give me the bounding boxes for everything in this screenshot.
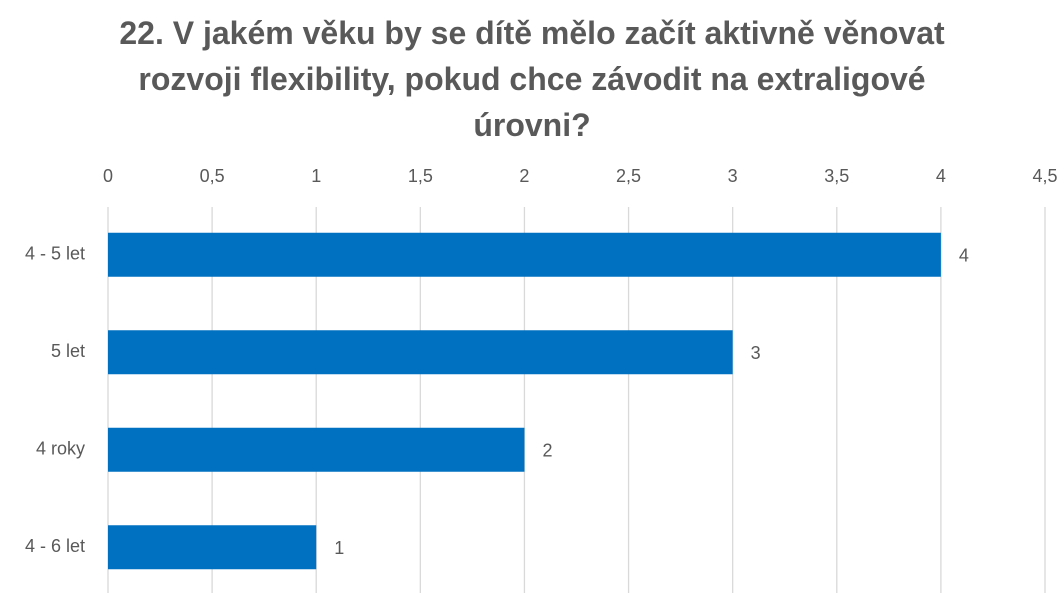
chart-title: 22. V jakém věku by se dítě mělo začít a… <box>119 15 945 143</box>
x-tick-label: 0,5 <box>200 166 225 186</box>
data-label: 1 <box>334 538 344 558</box>
x-tick-label: 3,5 <box>824 166 849 186</box>
x-tick-label: 2,5 <box>616 166 641 186</box>
data-label: 3 <box>751 343 761 363</box>
bar <box>108 232 941 277</box>
y-tick-label: 4 roky <box>36 439 85 459</box>
data-label: 4 <box>959 246 969 266</box>
y-tick-label: 4 - 6 let <box>25 536 85 556</box>
bar <box>108 427 525 472</box>
x-tick-label: 0 <box>103 166 113 186</box>
x-tick-label: 4,5 <box>1032 166 1057 186</box>
x-tick-label: 2 <box>519 166 529 186</box>
data-label: 2 <box>542 441 552 461</box>
y-tick-label: 4 - 5 let <box>25 244 85 264</box>
x-tick-label: 3 <box>728 166 738 186</box>
bar <box>108 330 733 375</box>
x-tick-label: 1,5 <box>408 166 433 186</box>
x-tick-label: 1 <box>311 166 321 186</box>
bar <box>108 525 317 570</box>
y-tick-label: 5 let <box>51 341 85 361</box>
x-tick-label: 4 <box>936 166 946 186</box>
